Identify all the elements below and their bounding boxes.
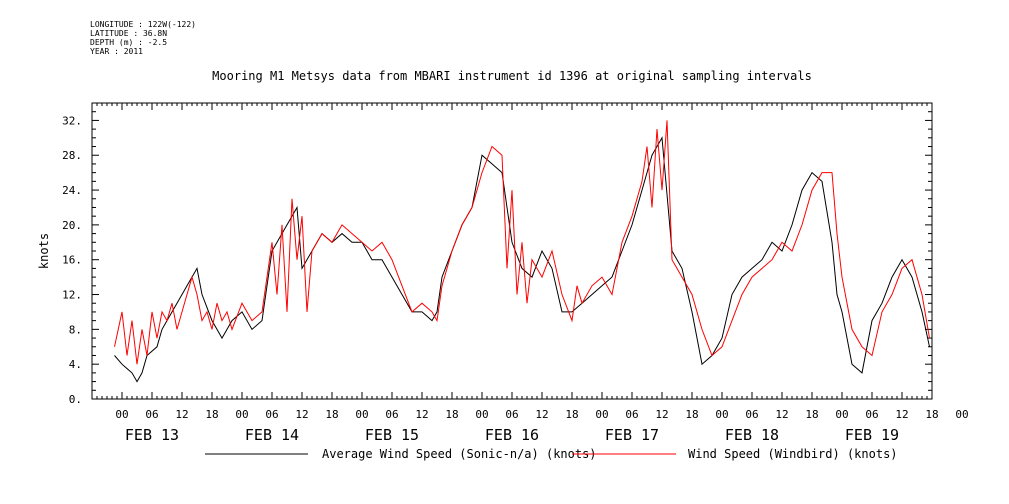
x-day-label: FEB 19 (845, 426, 899, 444)
metadata-block: LONGITUDE : 122W(-122) LATITUDE : 36.8N … (90, 20, 196, 56)
x-tick-label: 00 (235, 408, 248, 421)
chart-title: Mooring M1 Metsys data from MBARI instru… (212, 69, 812, 83)
x-tick-label: 06 (145, 408, 158, 421)
x-tick-label: 00 (115, 408, 128, 421)
x-tick-label: 12 (295, 408, 308, 421)
x-tick-label: 18 (205, 408, 218, 421)
x-tick-label: 06 (745, 408, 758, 421)
y-tick-label: 0. (69, 393, 82, 406)
x-tick-label: 00 (955, 408, 968, 421)
x-tick-label: 06 (865, 408, 878, 421)
x-tick-label: 18 (325, 408, 338, 421)
series-average-wind-line (114, 136, 930, 383)
x-day-label: FEB 15 (365, 426, 419, 444)
legend-label-average: Average Wind Speed (Sonic-n/a) (knots) (322, 447, 597, 461)
y-tick-label: 28. (62, 149, 82, 162)
y-tick-label: 32. (62, 114, 82, 127)
plot-frame (91, 102, 933, 400)
x-tick-label: 06 (505, 408, 518, 421)
series-windbird-line (114, 120, 930, 365)
y-tick-label: 8. (69, 323, 82, 336)
x-tick-label: 06 (385, 408, 398, 421)
y-tick-label: 12. (62, 289, 82, 302)
x-day-label: FEB 14 (245, 426, 299, 444)
y-tick-label: 16. (62, 254, 82, 267)
x-day-label: FEB 16 (485, 426, 539, 444)
legend-label-windbird: Wind Speed (Windbird) (knots) (688, 447, 898, 461)
meta-latitude: LATITUDE : 36.8N (90, 29, 168, 38)
x-tick-label: 18 (565, 408, 578, 421)
x-tick-label: 12 (895, 408, 908, 421)
y-tick-label: 24. (62, 184, 82, 197)
x-tick-label: 12 (535, 408, 548, 421)
x-tick-label: 18 (805, 408, 818, 421)
y-tick-label: 4. (69, 358, 82, 371)
x-day-label: FEB 13 (125, 426, 179, 444)
legend: Average Wind Speed (Sonic-n/a) (knots) W… (205, 447, 898, 461)
x-tick-label: 18 (445, 408, 458, 421)
x-tick-label: 00 (475, 408, 488, 421)
x-tick-label: 00 (835, 408, 848, 421)
x-tick-label: 12 (175, 408, 188, 421)
x-tick-label: 00 (715, 408, 728, 421)
x-tick-label: 12 (655, 408, 668, 421)
x-tick-label: 18 (925, 408, 938, 421)
meta-depth: DEPTH (m) : -2.5 (90, 38, 168, 47)
x-tick-label: 00 (355, 408, 368, 421)
y-axis-ticks: 0. 4. 8. 12. 16. 20. 24. 28. 32. (62, 102, 932, 406)
meta-year: YEAR : 2011 (90, 47, 143, 56)
y-axis-label: knots (37, 233, 51, 269)
x-tick-label: 18 (685, 408, 698, 421)
x-axis-ticks: 00 06 12 18 00 06 12 18 00 06 12 18 00 06 12 18 00 06 12 18… (91, 103, 969, 444)
series-layer (114, 120, 930, 383)
meta-longitude: LONGITUDE : 122W(-122) (90, 20, 196, 29)
y-tick-label: 20. (62, 219, 82, 232)
x-tick-label: 00 (595, 408, 608, 421)
x-tick-label: 06 (625, 408, 638, 421)
x-tick-label: 06 (265, 408, 278, 421)
x-day-label: FEB 17 (605, 426, 659, 444)
x-day-label: FEB 18 (725, 426, 779, 444)
x-tick-label: 12 (775, 408, 788, 421)
x-tick-label: 12 (415, 408, 428, 421)
